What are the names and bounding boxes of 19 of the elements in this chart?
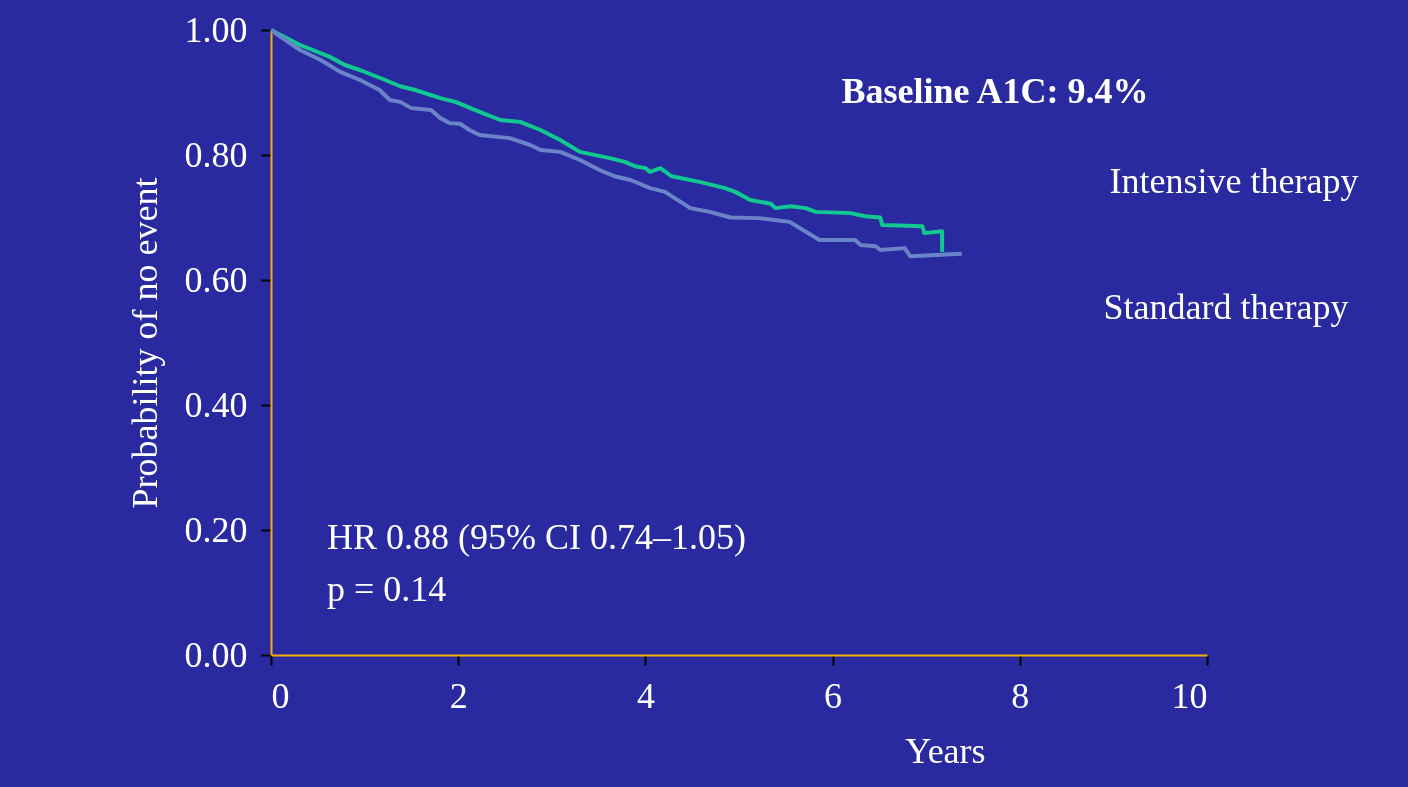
- x-tick-label: 0: [271, 675, 290, 716]
- y-tick-label: 0.40: [184, 384, 248, 425]
- y-tick-label: 1.00: [184, 9, 248, 50]
- text: Standard therapy: [1103, 287, 1349, 327]
- x-tick-label: 2: [449, 675, 468, 716]
- y-tick-label: 0.00: [184, 634, 248, 675]
- annotation: HR 0.88 (95% CI 0.74–1.05): [327, 517, 746, 557]
- text: Baseline A1C: 9.4%: [841, 71, 1149, 111]
- x-tick-label: 10: [1171, 675, 1208, 716]
- annotation: p = 0.14: [327, 569, 447, 609]
- text: Intensive therapy: [1109, 161, 1359, 201]
- x-tick-label: 8: [1011, 675, 1030, 716]
- y-tick-label: 0.80: [184, 134, 248, 175]
- x-axis-title: Years: [905, 730, 986, 771]
- y-tick-label: 0.20: [184, 509, 248, 550]
- y-tick-label: 0.60: [184, 259, 248, 300]
- y-axis-title: Probability of no event: [124, 177, 165, 509]
- x-tick-label: 4: [636, 675, 655, 716]
- x-tick-label: 6: [824, 675, 843, 716]
